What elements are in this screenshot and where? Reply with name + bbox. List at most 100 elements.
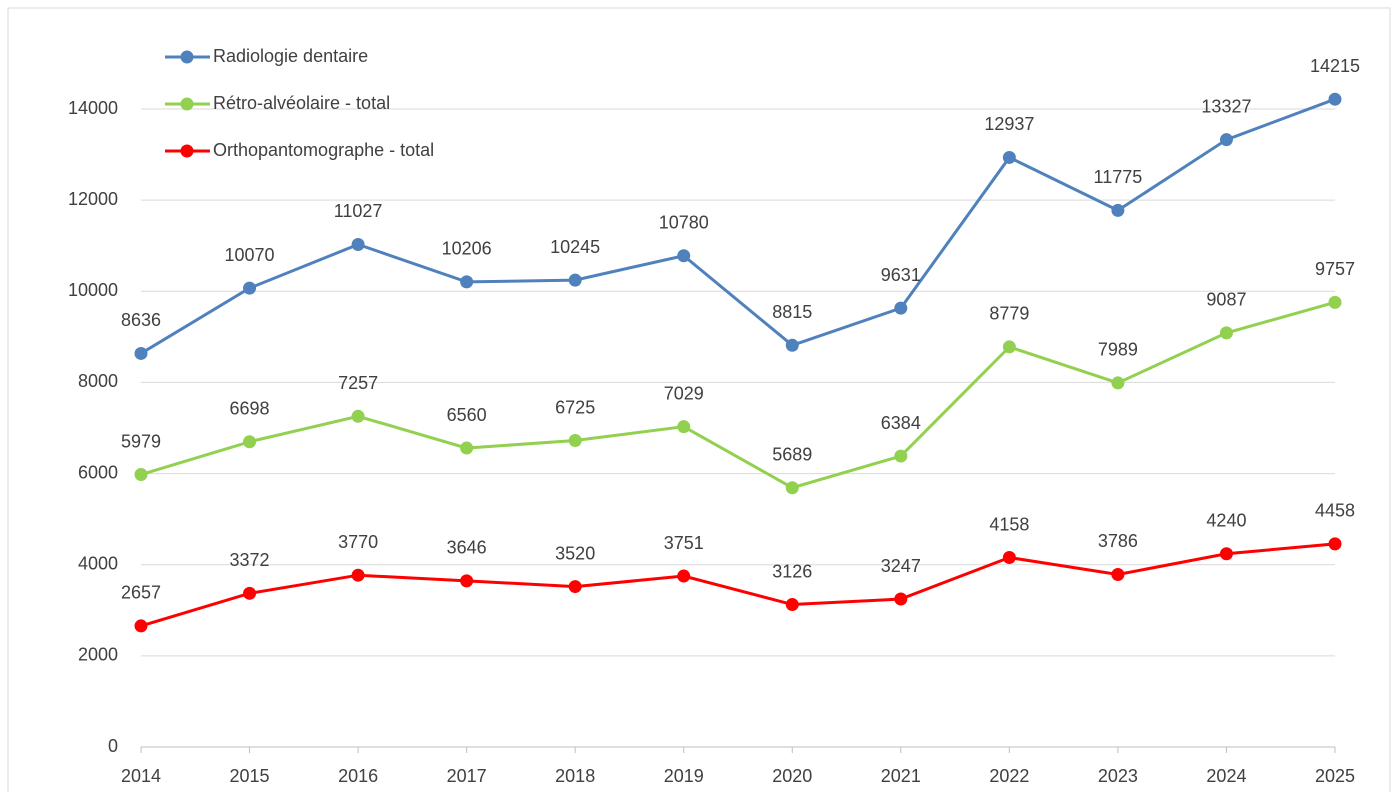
y-tick-label: 2000 xyxy=(78,645,118,665)
x-tick-label: 2017 xyxy=(447,766,487,786)
y-tick-label: 4000 xyxy=(78,553,118,573)
data-label: 8815 xyxy=(772,302,812,322)
data-point xyxy=(351,409,365,423)
x-tick-label: 2015 xyxy=(230,766,270,786)
data-label: 5979 xyxy=(121,431,161,451)
y-tick-label: 14000 xyxy=(68,98,118,118)
data-label: 3751 xyxy=(664,533,704,553)
legend-marker xyxy=(180,144,194,158)
data-label: 3646 xyxy=(447,538,487,558)
y-tick-label: 6000 xyxy=(78,462,118,482)
data-label: 8636 xyxy=(121,310,161,330)
series-line xyxy=(140,542,1336,628)
data-label: 10070 xyxy=(225,245,275,265)
data-label: 6725 xyxy=(555,397,595,417)
data-point xyxy=(134,346,148,360)
data-point xyxy=(1111,203,1125,217)
data-label: 11027 xyxy=(334,201,383,221)
data-label: 8779 xyxy=(989,304,1029,324)
data-label: 7029 xyxy=(664,383,704,403)
data-label: 3126 xyxy=(772,561,812,581)
data-point xyxy=(1002,551,1016,565)
legend-label: Rétro-alvéolaire - total xyxy=(213,93,390,113)
data-point xyxy=(568,580,582,594)
x-tick-label: 2025 xyxy=(1315,766,1355,786)
data-label: 14215 xyxy=(1310,56,1360,76)
data-point xyxy=(677,569,691,583)
data-label: 6698 xyxy=(230,399,270,419)
data-point xyxy=(243,586,257,600)
y-tick-label: 10000 xyxy=(68,280,118,300)
x-tick-label: 2019 xyxy=(664,766,704,786)
data-point xyxy=(1219,547,1233,561)
data-label: 6384 xyxy=(881,413,921,433)
data-label: 3372 xyxy=(230,550,270,570)
data-point xyxy=(243,435,257,449)
series-line xyxy=(140,97,1336,355)
data-point xyxy=(785,598,799,612)
data-point xyxy=(1111,567,1125,581)
data-point xyxy=(351,568,365,582)
x-tick-label: 2021 xyxy=(881,766,921,786)
data-label: 9087 xyxy=(1206,290,1246,310)
data-label: 3770 xyxy=(338,532,378,552)
data-label: 4158 xyxy=(989,514,1029,534)
y-tick-label: 0 xyxy=(108,736,118,756)
data-point xyxy=(1328,537,1342,551)
data-label: 10780 xyxy=(659,212,709,232)
data-point xyxy=(894,301,908,315)
data-point xyxy=(351,237,365,251)
data-point xyxy=(677,420,691,434)
data-label: 3520 xyxy=(555,543,595,563)
x-tick-label: 2014 xyxy=(121,766,161,786)
data-point xyxy=(1111,376,1125,390)
data-point xyxy=(460,441,474,455)
data-label: 4458 xyxy=(1315,501,1355,521)
data-label: 7257 xyxy=(338,373,378,393)
data-point xyxy=(1002,340,1016,354)
data-point xyxy=(785,481,799,495)
data-point xyxy=(1328,295,1342,309)
data-label: 3786 xyxy=(1098,531,1138,551)
data-point xyxy=(894,592,908,606)
y-tick-label: 12000 xyxy=(68,189,118,209)
chart-border xyxy=(7,7,1391,792)
x-tick-label: 2024 xyxy=(1206,766,1246,786)
data-label: 6560 xyxy=(447,405,487,425)
data-point xyxy=(568,434,582,448)
data-point xyxy=(894,449,908,463)
data-label: 9631 xyxy=(881,265,921,285)
x-tick-label: 2022 xyxy=(989,766,1029,786)
data-label: 5689 xyxy=(772,444,812,464)
data-label: 10245 xyxy=(550,237,600,257)
data-point xyxy=(568,273,582,287)
data-point xyxy=(460,275,474,289)
data-label: 12937 xyxy=(984,114,1034,134)
y-tick-label: 8000 xyxy=(78,371,118,391)
legend-label: Orthopantomographe - total xyxy=(213,140,434,160)
data-point xyxy=(785,338,799,352)
data-point xyxy=(677,249,691,263)
legend-marker xyxy=(180,97,194,111)
data-point xyxy=(460,574,474,588)
data-label: 7989 xyxy=(1098,340,1138,360)
data-label: 3247 xyxy=(881,556,921,576)
data-point xyxy=(134,468,148,482)
x-tick-label: 2023 xyxy=(1098,766,1138,786)
x-tick-label: 2018 xyxy=(555,766,595,786)
data-point xyxy=(1219,133,1233,147)
data-point xyxy=(1002,150,1016,164)
data-label: 2657 xyxy=(121,583,161,603)
legend-marker xyxy=(180,50,194,64)
x-tick-label: 2016 xyxy=(338,766,378,786)
data-label: 10206 xyxy=(442,239,492,259)
data-point xyxy=(1328,92,1342,106)
data-label: 4240 xyxy=(1206,511,1246,531)
data-label: 11775 xyxy=(1094,167,1143,187)
data-point xyxy=(243,281,257,295)
data-label: 13327 xyxy=(1201,96,1251,116)
data-point xyxy=(134,619,148,633)
legend-label: Radiologie dentaire xyxy=(213,46,368,66)
data-point xyxy=(1219,326,1233,340)
